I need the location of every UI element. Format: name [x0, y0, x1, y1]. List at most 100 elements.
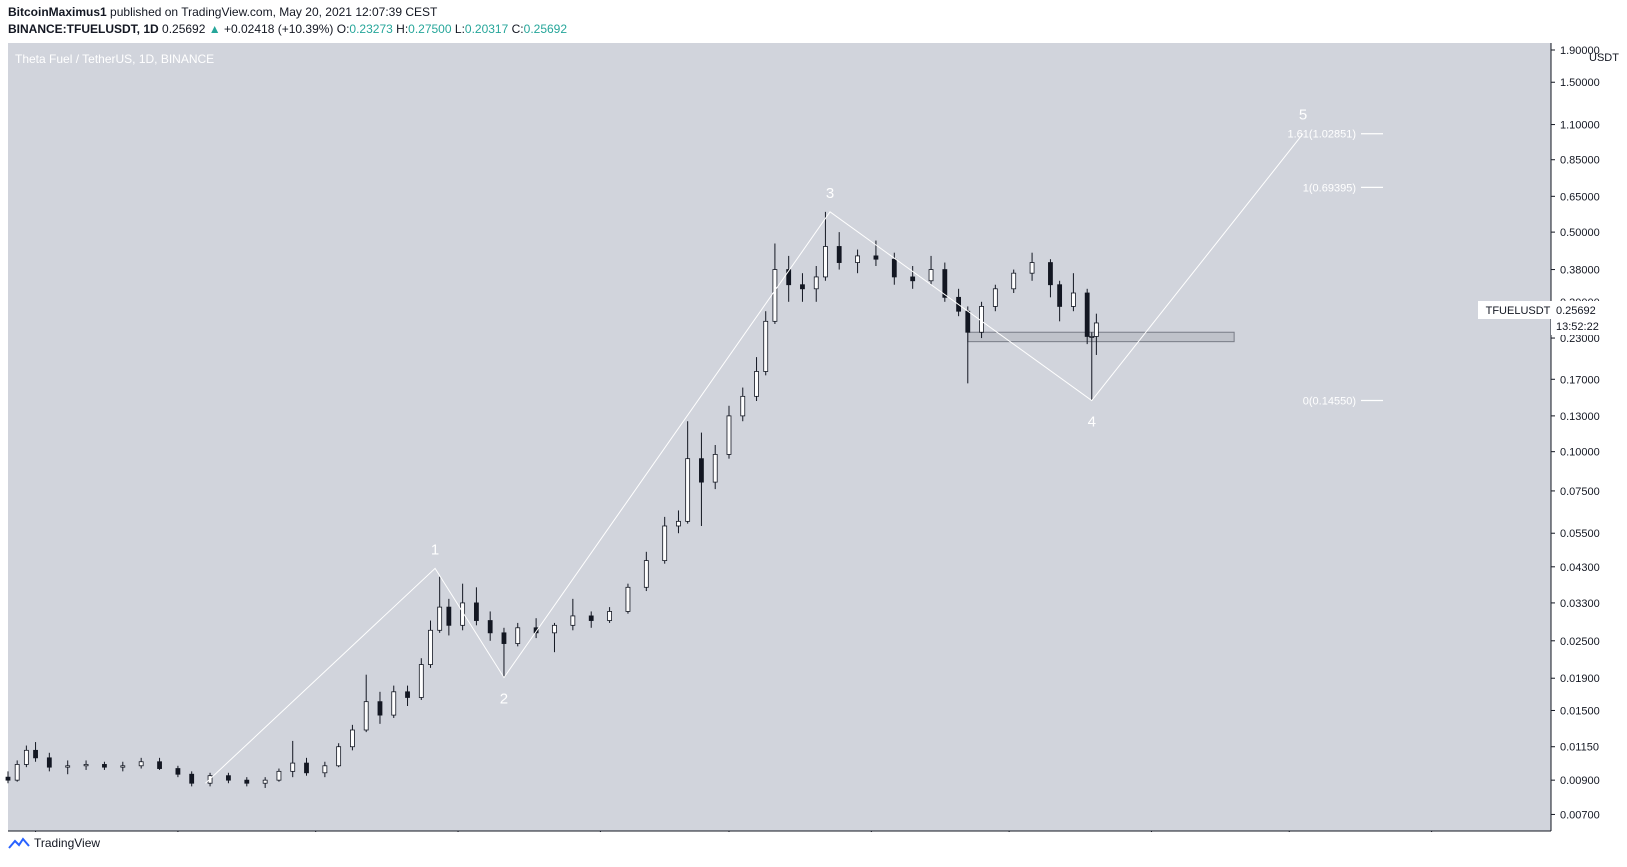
candle-body — [474, 602, 479, 621]
candle-body — [979, 306, 984, 333]
price-tick-label: 0.03300 — [1560, 598, 1600, 610]
countdown-text: 13:52:22 — [1556, 321, 1599, 333]
open-value: 0.23273 — [349, 22, 393, 36]
brand-name[interactable]: TradingView — [34, 836, 101, 850]
price-tick-label: 0.65000 — [1560, 191, 1600, 203]
candle-body — [244, 779, 250, 784]
candle-body — [1057, 284, 1063, 307]
candle-body — [910, 276, 916, 282]
candle-body — [391, 691, 397, 716]
candle-body — [942, 269, 948, 298]
price-label: TFUELUSDT 0.25692 13:52:22 — [1478, 301, 1621, 335]
candle-body — [786, 269, 792, 286]
candle-body — [1093, 322, 1099, 337]
candle-body — [487, 620, 493, 634]
candle-body — [350, 729, 355, 748]
candle-body — [552, 624, 557, 634]
candle-body — [813, 276, 819, 290]
candle-body — [625, 586, 631, 612]
candle-body — [873, 255, 879, 260]
candle-body — [712, 454, 718, 483]
price-tick-label: 0.00700 — [1560, 809, 1600, 821]
candle-body — [607, 611, 612, 621]
candle-body — [322, 765, 328, 774]
price-tick-label: 0.17000 — [1560, 374, 1600, 386]
candle-body — [772, 269, 778, 322]
wave-label: 1 — [431, 541, 439, 558]
candle-body — [662, 525, 668, 562]
fib-level-label: 0(0.14550) — [1303, 396, 1356, 408]
candle-body — [1011, 272, 1017, 290]
candle-body — [437, 606, 443, 631]
price-axis[interactable]: 1.90000 1.50000 1.10000 0.85000 0.65000 0.500… — [1551, 45, 1600, 821]
candle-body — [276, 770, 282, 781]
candle-body — [501, 632, 507, 644]
candle-body — [189, 773, 195, 784]
candle-body — [740, 395, 746, 417]
candle-body — [1089, 336, 1095, 338]
fib-level-label: 1.61(1.02851) — [1288, 129, 1357, 141]
price-tick-label: 0.07500 — [1560, 486, 1600, 498]
candle-body — [928, 269, 934, 282]
candle-body — [418, 664, 424, 698]
low-value: 0.20317 — [464, 22, 509, 36]
price-tick-label: 1.50000 — [1560, 77, 1600, 89]
elliott-wave-layer: 1 2 3 4 5 — [205, 107, 1307, 784]
price-chart[interactable]: Theta Fuel / TetherUS, 1D, BINANCE USDT … — [0, 0, 1627, 832]
price-axis-unit: USDT — [1589, 52, 1619, 64]
candle-body — [699, 458, 704, 483]
wave-label: 3 — [826, 185, 834, 202]
candle-body — [262, 779, 268, 784]
symbol-badge — [1478, 301, 1558, 319]
candle-body — [460, 602, 466, 626]
high-label: H: — [396, 22, 409, 36]
price-tick-label: 1.90000 — [1560, 45, 1600, 57]
price-tick-label: 1.10000 — [1560, 120, 1600, 132]
candle-body — [800, 284, 805, 290]
candle-body — [226, 775, 231, 781]
candle-body — [363, 701, 369, 731]
candle-body — [120, 765, 126, 768]
candle-body — [14, 764, 20, 781]
low-label: L: — [454, 22, 465, 36]
price-tick-label: 0.01900 — [1560, 673, 1600, 685]
candle-body — [533, 627, 539, 634]
candle-body — [138, 761, 144, 767]
price-tick-label: 0.01150 — [1560, 742, 1599, 754]
candle-body — [891, 258, 897, 278]
candle-body — [643, 560, 649, 588]
candle-body — [992, 288, 998, 307]
candle-body — [763, 320, 769, 372]
symbol-line: BINANCE:TFUELUSDT, 1D — [8, 22, 159, 36]
last-price: 0.25692 — [162, 22, 206, 36]
price-tick-label: 0.50000 — [1560, 227, 1600, 239]
close-value: 0.25692 — [523, 22, 568, 36]
candle-body — [65, 765, 71, 768]
author-name[interactable]: BitcoinMaximus1 — [8, 5, 107, 19]
price-badge-text: 0.25692 — [1556, 305, 1596, 317]
candle-body — [157, 761, 162, 769]
candle-body — [1084, 292, 1090, 337]
candle-body — [83, 764, 89, 767]
candles-layer — [5, 211, 1099, 788]
chart-title: Theta Fuel / TetherUS, 1D, BINANCE — [15, 52, 214, 66]
fib-levels-layer: 1.61(1.02851) 1(0.69395) 0(0.14550) — [1288, 129, 1383, 408]
candle-body — [965, 310, 971, 333]
candle-body — [446, 606, 452, 626]
wave-label: 5 — [1299, 107, 1307, 124]
candle-body — [823, 246, 828, 278]
candle-body — [1029, 262, 1035, 274]
candle-body — [570, 615, 576, 626]
candle-body — [290, 762, 296, 772]
candle-body — [33, 749, 38, 759]
candle-body — [726, 415, 732, 455]
candle-body — [46, 757, 52, 768]
price-badge — [1551, 301, 1621, 335]
up-arrow-icon: ▲ — [208, 22, 221, 36]
time-axis[interactable]: OctNovDec2021FebMarAprMayJunJulAug — [27, 831, 1441, 832]
high-value: 0.27500 — [408, 22, 452, 36]
fib-level-label: 1(0.69395) — [1303, 182, 1356, 194]
price-tick-label: 0.05500 — [1560, 528, 1600, 540]
candle-body — [1048, 262, 1053, 286]
candle-body — [855, 255, 860, 263]
